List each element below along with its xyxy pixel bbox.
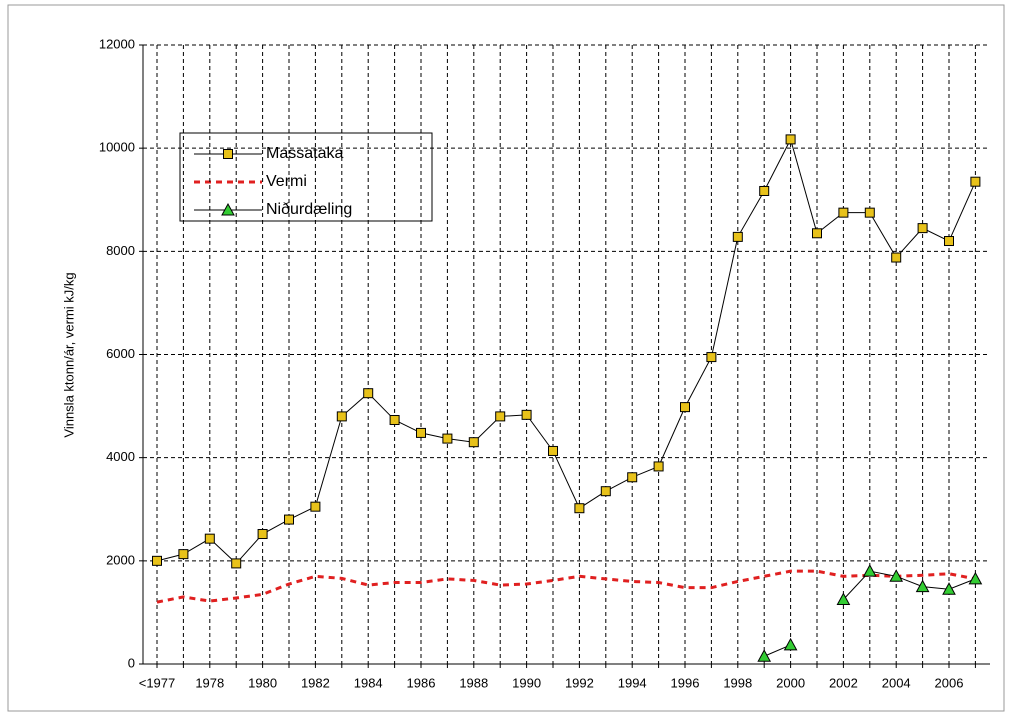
x-tick-label: 1990 (512, 675, 541, 690)
marker (231, 558, 242, 569)
legend-marker (223, 149, 233, 159)
marker (968, 571, 983, 585)
marker (495, 411, 506, 422)
x-tick-label: <1977 (139, 675, 176, 690)
x-tick-label: 2006 (935, 675, 964, 690)
marker (889, 569, 904, 582)
marker (152, 555, 162, 566)
marker (862, 564, 877, 577)
y-tick-label: 8000 (106, 243, 135, 258)
marker (416, 427, 426, 438)
marker (548, 445, 558, 456)
marker (917, 223, 928, 234)
x-tick-label: 1978 (195, 675, 224, 690)
marker (757, 649, 772, 662)
x-tick-label: 1982 (301, 675, 330, 690)
y-axis-label: Vinnsla ktonn/ár, vermi kJ/kg (61, 272, 76, 437)
legend-label: Niðurdæling (266, 201, 352, 218)
x-tick-label: 1980 (248, 675, 277, 690)
x-tick-label: 2004 (882, 675, 911, 690)
y-tick-label: 6000 (106, 346, 135, 361)
marker (284, 514, 294, 525)
x-tick-label: 1992 (565, 675, 594, 690)
marker (178, 549, 189, 560)
marker (521, 409, 532, 420)
y-tick-label: 10000 (99, 140, 135, 155)
y-tick-label: 0 (128, 655, 135, 670)
marker (389, 415, 400, 426)
x-tick-label: 1998 (723, 675, 752, 690)
marker (785, 134, 796, 145)
marker (759, 185, 770, 196)
marker (680, 402, 690, 413)
marker (336, 411, 347, 422)
x-tick-label: 2002 (829, 675, 858, 690)
y-tick-label: 12000 (99, 36, 135, 51)
marker (838, 207, 849, 218)
marker (915, 579, 930, 593)
marker (310, 501, 321, 512)
marker (970, 176, 981, 187)
marker (864, 207, 875, 218)
marker (442, 433, 453, 444)
chart-frame (7, 4, 1005, 712)
marker (574, 503, 585, 514)
marker (653, 461, 664, 472)
marker (363, 388, 374, 399)
marker (836, 592, 851, 606)
x-tick-label: 1988 (459, 675, 488, 690)
marker (942, 582, 956, 595)
x-tick-label: 1994 (618, 675, 647, 690)
legend-label: Massataka (266, 145, 343, 162)
marker (468, 437, 479, 448)
x-tick-label: 2000 (776, 675, 805, 690)
x-tick-label: 1986 (407, 675, 436, 690)
marker (204, 533, 215, 544)
x-tick-label: 1996 (671, 675, 700, 690)
legend-label: Vermi (266, 173, 307, 190)
y-tick-label: 2000 (106, 552, 135, 567)
y-tick-label: 4000 (106, 449, 135, 464)
legend-marker (221, 202, 235, 216)
marker (627, 472, 638, 483)
marker (600, 486, 611, 497)
marker (783, 637, 798, 651)
marker (732, 231, 743, 242)
marker (812, 228, 822, 239)
marker (891, 252, 902, 263)
marker (706, 352, 717, 363)
x-tick-label: 1984 (354, 675, 383, 690)
marker (257, 529, 268, 540)
marker (944, 236, 954, 247)
